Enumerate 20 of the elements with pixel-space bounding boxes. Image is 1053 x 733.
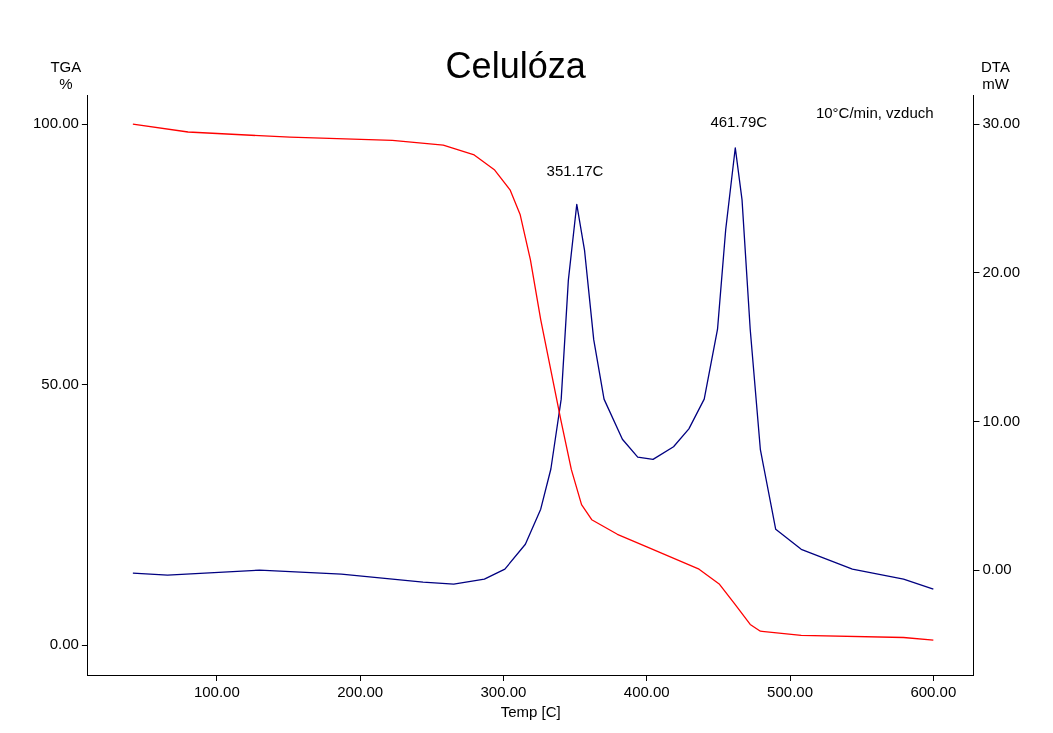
x-tick-label: 500.00	[767, 683, 813, 701]
y-tick-label: 50.00	[41, 374, 79, 392]
y-tick-label: 0.00	[49, 635, 79, 653]
y2-tick-label: 10.00	[982, 411, 1021, 429]
annotation: 10°C/min, vzduch	[815, 104, 934, 122]
y2-tick-label: 30.00	[982, 114, 1021, 132]
x-axis-title: Temp [C]	[500, 703, 561, 720]
y2-tick-label: 0.00	[982, 560, 1012, 578]
x-tick-label: 200.00	[337, 683, 384, 701]
x-tick-label: 400.00	[623, 683, 670, 701]
y2-axis-title: DTA mW	[981, 58, 1010, 92]
y-tick-label: 100.00	[32, 114, 79, 132]
y-axis-title: TGA %	[50, 58, 82, 92]
y2-tick-label: 20.00	[982, 262, 1021, 280]
x-tick-label: 600.00	[910, 683, 957, 701]
annotation: 461.79C	[710, 112, 768, 130]
chart-title: Celulóza	[445, 45, 587, 86]
x-tick-label: 100.00	[193, 683, 240, 701]
annotation: 351.17C	[546, 162, 604, 180]
x-tick-label: 300.00	[480, 683, 527, 701]
